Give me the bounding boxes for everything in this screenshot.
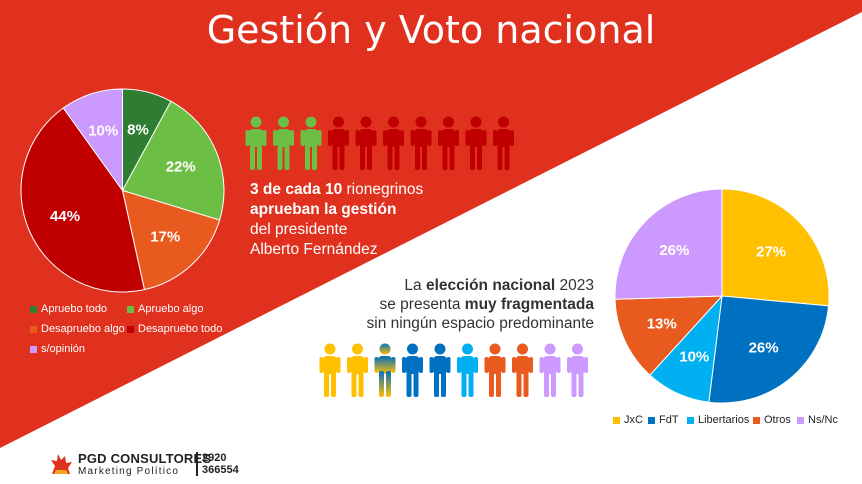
pie-data-label-0-2: 17% <box>150 229 180 246</box>
pie-data-label-0-4: 10% <box>88 123 118 140</box>
legend-item-ns-nc: Ns/Nc <box>797 414 838 426</box>
vote-person-icon <box>567 343 588 397</box>
approval-person-icon <box>300 116 322 170</box>
approval-highlight: 3 de cada 10 <box>250 181 343 198</box>
pie-data-label-0-1: 22% <box>166 159 196 176</box>
legend-item-jxc: JxC <box>613 414 643 426</box>
vote-person-icon <box>402 343 423 397</box>
approval-person-icon <box>328 116 349 170</box>
vote-legend: JxC FdT Libertarios Otros Ns/Nc <box>613 414 853 430</box>
approval-person-icon <box>245 116 267 170</box>
vote-person-icon <box>484 343 506 397</box>
pie-data-label-1-4: 26% <box>659 242 689 259</box>
vote-person-icon <box>429 343 451 397</box>
approval-text: 3 de cada 10 rionegrinos aprueban la ges… <box>250 181 424 258</box>
pie-data-label-0-0: 8% <box>127 122 149 139</box>
pie-slice-0-4 <box>62 88 123 193</box>
approval-legend: Apruebo todo Apruebo algo Desapruebo alg… <box>30 303 250 363</box>
legend-item-otros: Otros <box>753 414 791 426</box>
pie-slice-0-1 <box>121 100 225 221</box>
vote-people-icons <box>319 343 588 397</box>
legend-item-apruebo-todo: Apruebo todo <box>30 303 107 315</box>
vote-person-icon <box>374 343 396 397</box>
approval-person-icon <box>410 116 432 170</box>
fragmentation-text: La elección nacional 2023 se presenta mu… <box>366 277 595 332</box>
page-title: Gestión y Voto nacional <box>206 8 656 52</box>
rooster-logo-icon <box>51 454 72 474</box>
legend-item-libertarios: Libertarios <box>687 414 749 426</box>
pie-data-label-1-3: 13% <box>647 316 677 333</box>
approval-person-icon <box>355 116 377 170</box>
pie-slice-1-4 <box>614 188 723 300</box>
approval-person-icon <box>383 116 404 170</box>
vote-person-icon <box>457 343 478 397</box>
pie-slice-1-0 <box>721 188 830 307</box>
legend-item-desapruebo-algo: Desapruebo algo <box>30 323 125 335</box>
approval-people-icons <box>245 116 514 170</box>
pie-data-label-1-1: 26% <box>749 340 779 357</box>
vote-person-icon <box>319 343 341 397</box>
legend-item-fdt: FdT <box>648 414 679 426</box>
pie-slice-0-2 <box>121 189 221 291</box>
approval-person-icon <box>465 116 487 170</box>
legend-item-sin-opinion: s/opinión <box>30 343 85 355</box>
pie-slice-0-3 <box>20 107 146 293</box>
pie-data-label-0-3: 44% <box>50 208 80 225</box>
approval-person-icon <box>273 116 294 170</box>
brand-name: PGD CONSULTORES <box>78 451 212 466</box>
approval-person-icon <box>438 116 459 170</box>
vote-person-icon <box>539 343 561 397</box>
legend-item-desapruebo-todo: Desapruebo todo <box>127 323 222 335</box>
vote-person-icon <box>512 343 533 397</box>
phone-number: 2920 366554 <box>202 452 239 476</box>
brand-tagline: Marketing Político <box>78 466 180 477</box>
pie-slice-1-1 <box>708 295 830 404</box>
pie-data-label-1-0: 27% <box>756 243 786 260</box>
vote-pie-chart: 27% 26% 10%13% 26% <box>614 188 830 404</box>
approval-person-icon <box>493 116 514 170</box>
vote-person-icon <box>347 343 368 397</box>
pie-slice-1-3 <box>614 295 724 376</box>
footer-divider <box>196 452 198 476</box>
approval-pie-chart: 8% 22% 17% 44% 10% <box>20 88 225 293</box>
pie-data-label-1-2: 10% <box>679 348 709 365</box>
legend-item-apruebo-algo: Apruebo algo <box>127 303 203 315</box>
